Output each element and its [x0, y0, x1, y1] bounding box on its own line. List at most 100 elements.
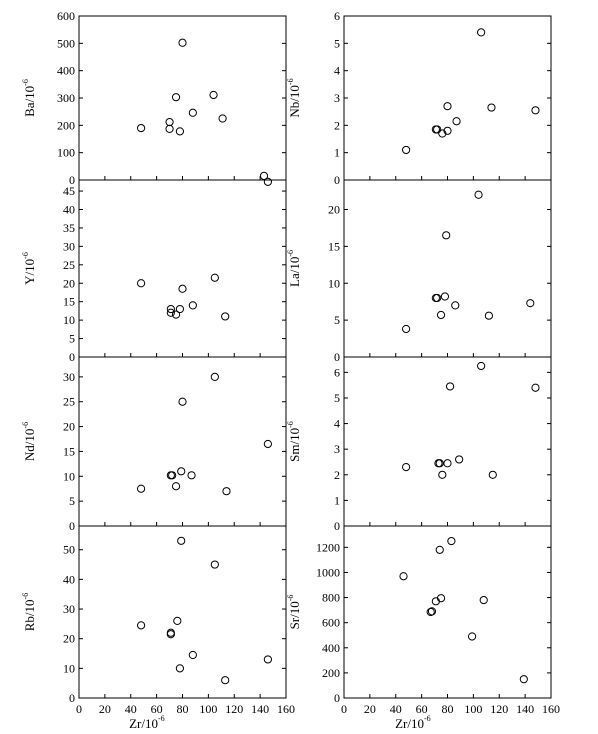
y-tick-label: 45 — [63, 184, 75, 198]
data-point-la — [402, 324, 411, 334]
data-point-nb — [443, 126, 452, 135]
x-axis-title-text-right: Zr/10 — [395, 716, 424, 731]
data-point-sr — [447, 536, 456, 546]
x-tick-label: 120 — [490, 702, 508, 716]
y-tick-label: 100 — [57, 146, 75, 160]
y-tick-label: 200 — [322, 666, 340, 680]
data-point-y — [221, 312, 230, 321]
data-point-sr — [436, 594, 446, 603]
data-point-la — [440, 292, 450, 301]
data-point-nd — [171, 482, 181, 491]
y-tick-label: 20 — [328, 203, 340, 217]
x-axis-title-right: Zr/10 -6 — [395, 714, 431, 731]
y-axis-title-sup: -6 — [21, 593, 30, 600]
y-tick-label: 400 — [322, 641, 340, 655]
x-tick-label: 0 — [341, 702, 347, 716]
x-tick-label: 60 — [151, 702, 163, 716]
data-point-nb — [438, 129, 447, 138]
x-tick-label: 140 — [251, 702, 269, 716]
data-point-ba — [259, 171, 269, 180]
y-tick-label: 3 — [334, 442, 340, 456]
data-point-sm — [531, 383, 540, 392]
x-tick-label: 100 — [199, 702, 217, 716]
x-tick-label: 160 — [542, 702, 560, 716]
data-point-sr — [435, 545, 444, 554]
y-tick-label: 0 — [334, 173, 340, 187]
y-tick-label: 25 — [63, 258, 75, 272]
y-tick-label: 40 — [63, 572, 75, 586]
y-tick-label: 30 — [63, 370, 75, 384]
x-tick-label: 100 — [464, 702, 482, 716]
data-point-sm — [477, 361, 486, 371]
y-axis-title-sup: -6 — [21, 79, 30, 86]
data-point-rb — [137, 621, 146, 630]
y-axis-title-sup: -6 — [286, 421, 295, 428]
y-tick-label: 20 — [63, 632, 75, 646]
y-tick-label: 5 — [69, 332, 75, 346]
y-tick-label: 30 — [63, 239, 75, 253]
data-point-sm — [435, 459, 444, 468]
data-point-nd — [187, 471, 196, 480]
y-tick-label: 0 — [69, 519, 75, 533]
data-point-rb — [173, 616, 182, 625]
y-axis-title-base: La/10 — [287, 257, 302, 287]
data-point-rb — [221, 676, 230, 685]
data-point-rb — [263, 655, 272, 664]
data-point-nb — [487, 103, 496, 112]
data-point-nb — [452, 117, 461, 126]
y-tick-label: 400 — [57, 64, 75, 78]
y-tick-label: 0 — [334, 350, 340, 364]
data-point-la — [436, 310, 446, 320]
data-point-nb — [443, 102, 452, 111]
x-tick-label: 40 — [125, 702, 137, 716]
y-tick-label: 25 — [63, 395, 75, 409]
y-tick-label: 0 — [334, 691, 340, 705]
x-tick-label: 0 — [76, 702, 82, 716]
y-tick-label: 1200 — [316, 540, 340, 554]
data-point-la — [484, 311, 493, 320]
data-point-y — [166, 308, 175, 317]
y-axis-title-base: Ba/10 — [22, 86, 37, 117]
y-tick-label: 2 — [334, 118, 340, 132]
y-axis-title-base: Sm/10 — [287, 428, 302, 462]
x-axis-title-left: Zr/10 -6 — [129, 714, 165, 731]
data-point-la — [433, 293, 442, 303]
data-point-sr — [479, 595, 488, 605]
data-point-rb — [177, 536, 186, 545]
y-tick-label: 1 — [334, 493, 340, 507]
y-tick-label: 800 — [322, 591, 340, 605]
x-tick-label: 160 — [277, 702, 295, 716]
x-axis-title-sup-left: -6 — [158, 714, 165, 723]
x-tick-label: 60 — [416, 702, 428, 716]
data-point-nb — [402, 145, 411, 155]
y-axis-title: Sm/10-6 — [286, 421, 302, 462]
y-tick-label: 500 — [57, 36, 75, 50]
data-point-nd — [137, 484, 146, 493]
data-point-nb — [531, 106, 540, 115]
y-axis-title: Ba/10-6 — [21, 79, 37, 117]
y-axis-title: Nb/10-6 — [286, 78, 302, 117]
y-tick-label: 5 — [334, 36, 340, 50]
data-point-sr — [427, 607, 437, 616]
data-point-y — [166, 304, 175, 314]
x-tick-label: 120 — [225, 702, 243, 716]
data-point-ba — [137, 123, 146, 133]
y-tick-label: 0 — [69, 691, 75, 705]
data-point-ba — [165, 124, 174, 133]
data-point-la — [526, 299, 535, 308]
data-point-sr — [467, 632, 477, 641]
y-tick-label: 4 — [334, 64, 340, 78]
y-tick-label: 5 — [334, 391, 340, 405]
data-point-sm — [445, 382, 455, 391]
y-tick-label: 15 — [63, 295, 75, 309]
y-tick-label: 10 — [328, 276, 340, 290]
data-point-sr — [519, 675, 528, 684]
y-tick-label: 200 — [57, 118, 75, 132]
y-tick-label: 40 — [63, 203, 75, 217]
data-point-sm — [455, 455, 464, 464]
data-point-la — [442, 231, 451, 240]
data-point-la — [451, 301, 460, 310]
x-tick-label: 80 — [177, 702, 189, 716]
y-axis-title: La/10-6 — [286, 250, 302, 287]
y-tick-label: 5 — [334, 313, 340, 327]
